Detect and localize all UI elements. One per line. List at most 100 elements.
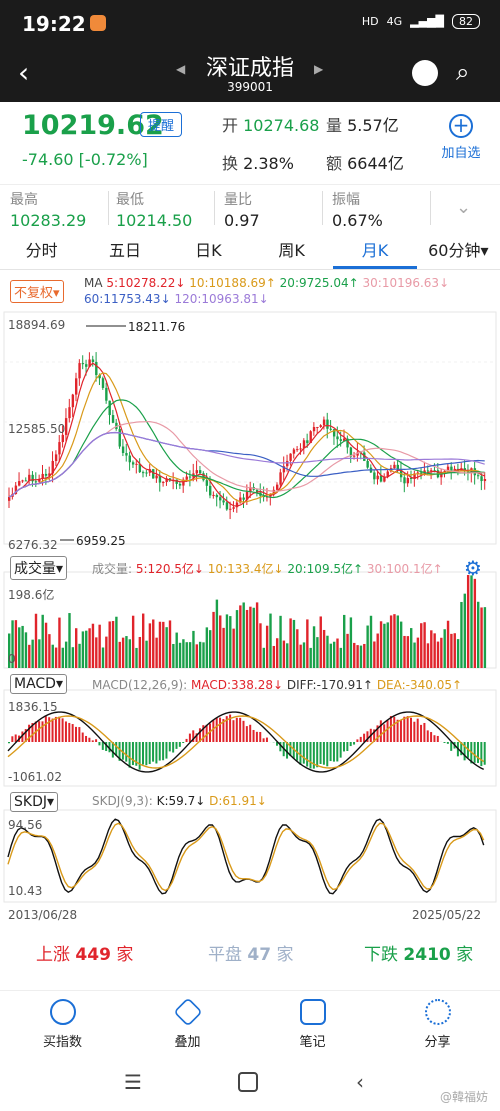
adjust-select[interactable]: 不复权▾: [10, 280, 64, 303]
page-title: 深证成指: [205, 56, 294, 81]
change-value: -74.60: [22, 150, 74, 169]
candle-body: [255, 489, 259, 493]
tab-weekly-k[interactable]: 周K: [278, 241, 305, 260]
macd-bar: [373, 729, 376, 742]
volume-bar: [383, 623, 386, 668]
stat-high: 最高 10283.29: [10, 192, 87, 230]
volume-bar: [78, 643, 81, 668]
candle-body: [430, 470, 433, 472]
macd-bar: [41, 721, 44, 742]
candle-body: [450, 466, 453, 473]
volume-bar: [369, 615, 373, 668]
candle-body: [346, 438, 349, 448]
macd-bar: [426, 730, 429, 742]
volume-indicator-select[interactable]: 成交量▾: [10, 556, 68, 580]
open-field: 开 10274.68: [222, 116, 320, 135]
volume-bar: [423, 622, 426, 668]
macd-bar: [121, 742, 124, 760]
tab-five-day[interactable]: 五日: [108, 241, 141, 260]
volume-bar: [403, 635, 406, 668]
volume-bar: [18, 627, 21, 668]
share-button[interactable]: 分享: [375, 991, 500, 1050]
add-watchlist-button[interactable]: + 加自选: [441, 113, 481, 161]
candle-body: [75, 378, 78, 395]
tab-60min[interactable]: 60分钟▾: [428, 241, 489, 260]
candle-body: [229, 508, 232, 510]
macd-bar: [423, 722, 426, 742]
candle-body: [34, 481, 38, 483]
volume-bar: [312, 626, 316, 668]
macd-bar: [61, 718, 64, 742]
macd-bar: [229, 714, 232, 742]
volume-bar: [359, 645, 363, 668]
next-index-icon[interactable]: ▶: [314, 62, 324, 76]
volume-bar: [11, 620, 14, 668]
candle-body: [296, 449, 299, 451]
macd-bar: [329, 742, 332, 762]
volume-bar: [172, 643, 175, 668]
candle-body: [312, 426, 316, 432]
volume-bar: [480, 607, 483, 668]
settings-gear-icon[interactable]: ⚙: [464, 556, 482, 580]
overlay-button[interactable]: 叠加: [125, 991, 250, 1050]
macd-bar: [138, 742, 141, 770]
macd-bar: [406, 716, 409, 742]
candle-body: [61, 434, 64, 443]
candle-body: [396, 464, 399, 470]
macd-bar: [205, 724, 208, 742]
hd-indicator: HD: [361, 15, 379, 28]
dropdown-icon: ▾: [55, 676, 63, 692]
macd-bar: [51, 718, 54, 742]
macd-y-top: 1836.15: [8, 700, 58, 714]
volume-bar: [24, 632, 28, 668]
menu-icon[interactable]: ☰: [124, 1070, 142, 1094]
candle-body: [108, 400, 111, 416]
volume-bar: [433, 633, 436, 668]
ma5-line: [8, 362, 485, 507]
candle-body: [349, 447, 353, 457]
candle-body: [272, 489, 276, 494]
macd-bar: [279, 742, 282, 752]
volume-bar: [255, 602, 259, 668]
volume-bar: [202, 642, 205, 668]
home-icon[interactable]: [238, 1072, 258, 1092]
notes-button[interactable]: 笔记: [250, 991, 375, 1050]
volume-bar: [44, 622, 48, 668]
chart-area[interactable]: 不复权▾ MA 5:10278.22↓ 10:10188.69↑ 20:9725…: [0, 272, 500, 932]
buy-index-button[interactable]: 买指数: [0, 991, 125, 1050]
macd-bar: [95, 739, 98, 742]
volume-bar: [309, 647, 312, 668]
volume-bar: [470, 575, 473, 668]
volume-bar: [235, 610, 239, 668]
volume-bar: [332, 641, 336, 668]
tab-intraday[interactable]: 分时: [25, 241, 58, 260]
volume-bar: [430, 630, 433, 668]
macd-bar: [339, 742, 342, 758]
tab-daily-k[interactable]: 日K: [195, 241, 222, 260]
macd-bar: [410, 717, 412, 742]
volume-bar: [135, 647, 138, 668]
back-nav-icon[interactable]: ‹: [356, 1070, 364, 1094]
prev-index-icon[interactable]: ◀: [176, 62, 186, 76]
expand-chevron-icon[interactable]: ⌄: [456, 197, 472, 218]
macd-bar: [48, 717, 51, 742]
candle-body: [356, 452, 359, 456]
volume-bar: [158, 621, 162, 668]
skdj-indicator-select[interactable]: SKDJ▾: [10, 792, 59, 812]
volume-bar: [483, 607, 487, 668]
macd-indicator-select[interactable]: MACD▾: [10, 674, 67, 694]
index-code: 399001: [227, 80, 273, 94]
volume-bar: [88, 628, 91, 668]
candle-body: [279, 472, 282, 485]
volume-bar: [443, 629, 446, 668]
candle-body: [477, 475, 480, 477]
volume-bar: [259, 623, 262, 668]
remind-button[interactable]: 提醒: [140, 112, 183, 137]
candle-body: [306, 440, 309, 444]
macd-bar: [396, 719, 399, 742]
assistant-icon[interactable]: [412, 60, 438, 86]
back-icon[interactable]: ‹: [18, 56, 30, 89]
search-icon[interactable]: ⌕: [456, 58, 470, 86]
volume-bar: [329, 643, 332, 668]
tab-monthly-k[interactable]: 月K: [333, 234, 417, 269]
